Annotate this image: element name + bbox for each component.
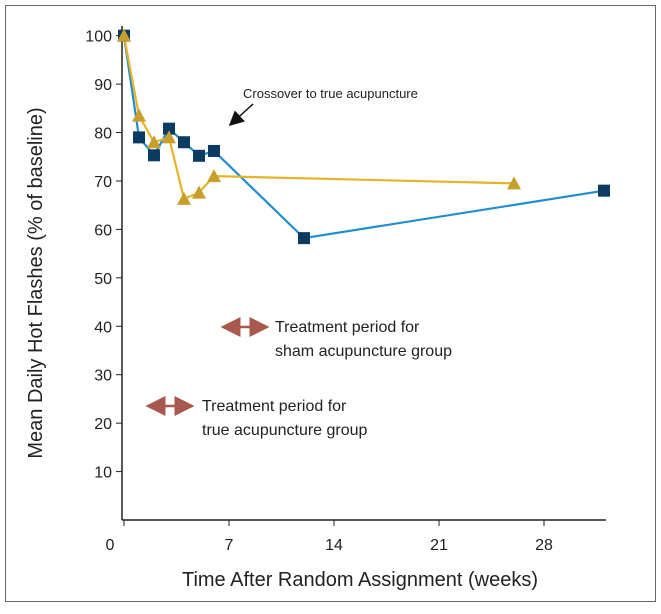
x-tick-label: 0 (106, 537, 115, 554)
y-tick-label: 70 (94, 174, 112, 191)
marker (163, 122, 175, 135)
marker (598, 184, 610, 197)
series-line (122, 35, 605, 240)
x-tick-label: 14 (325, 537, 343, 554)
x-tick-label: 28 (535, 537, 553, 554)
marker (148, 149, 160, 162)
annotation-arrow (228, 103, 254, 127)
y-tick-label: 60 (94, 222, 112, 239)
y-tick-label: 20 (94, 416, 112, 433)
marker (192, 185, 206, 199)
marker (147, 135, 161, 149)
y-tick-label: 40 (94, 319, 112, 336)
marker (178, 136, 190, 149)
y-axis-label: Mean Daily Hot Flashes (% of baseline) (25, 107, 47, 458)
marker (208, 144, 220, 157)
y-tick-label: 100 (85, 29, 112, 46)
marker (298, 232, 310, 245)
y-tick-label: 90 (94, 77, 112, 94)
x-tick-label: 7 (225, 537, 234, 554)
marker (162, 130, 176, 144)
marker (507, 176, 521, 190)
y-tick-label: 50 (94, 271, 112, 288)
y-tick-label: 80 (94, 126, 112, 143)
marker (132, 108, 146, 122)
marker (207, 169, 221, 183)
frame (5, 5, 656, 602)
marker (193, 149, 205, 162)
annotation: Treatment period for (275, 319, 420, 336)
annotation: true acupuncture group (202, 422, 368, 439)
annotation: Crossover to true acupuncture (243, 86, 418, 101)
marker (177, 191, 191, 205)
y-tick-label: 10 (94, 465, 112, 482)
marker (133, 131, 145, 144)
marker (117, 28, 131, 42)
y-tick-label: 30 (94, 368, 112, 385)
x-axis-label: Time After Random Assignment (weeks) (182, 569, 538, 591)
annotation: Treatment period for (202, 398, 347, 415)
annotation: sham acupuncture group (275, 343, 452, 360)
series-line (122, 35, 515, 201)
x-tick-label: 21 (430, 537, 448, 554)
